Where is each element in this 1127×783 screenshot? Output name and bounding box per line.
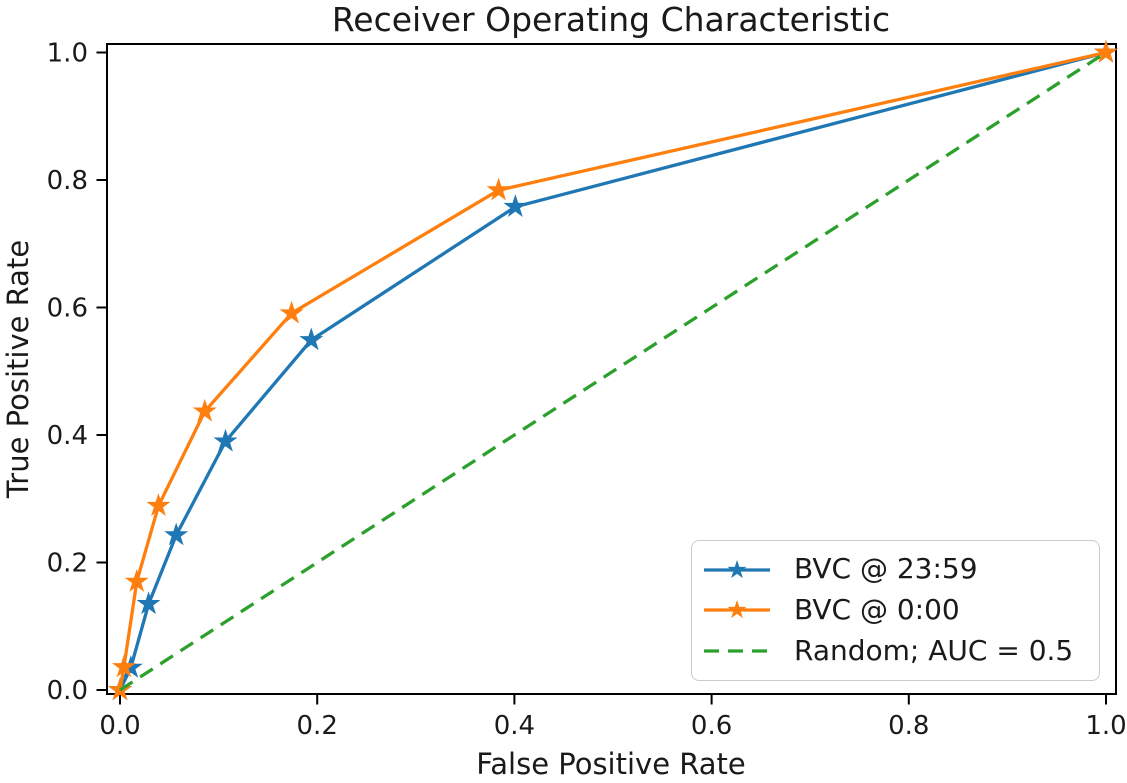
x-tick-label: 0.4 <box>494 711 535 741</box>
legend-sample-star-icon <box>727 559 747 578</box>
data-series-layer <box>108 39 1118 701</box>
legend-line-sample-icon <box>704 600 770 619</box>
x-axis: 0.0 0.2 0.4 0.6 0.8 1.0 <box>99 695 1127 741</box>
y-tick-label: 0.2 <box>47 549 88 579</box>
y-tick-label: 0.4 <box>47 421 88 451</box>
x-axis-label: False Positive Rate <box>476 747 746 781</box>
legend-label: Random; AUC = 0.5 <box>794 634 1074 668</box>
legend-label: BVC @ 23:59 <box>794 552 978 586</box>
y-tick-label: 0.8 <box>47 166 88 196</box>
roc-curve-bvc-0-00 <box>118 50 1108 692</box>
legend-item-bvc-2359: BVC @ 23:59 <box>692 552 1099 586</box>
data-point-markers-bvc-0-00 <box>108 39 1118 701</box>
x-tick-label: 1.0 <box>1085 711 1126 741</box>
x-tick-label: 0.8 <box>888 711 929 741</box>
legend: BVC @ 23:59 BVC @ 0:00 Random; AUC = 0.5 <box>691 540 1100 681</box>
chart-title: Receiver Operating Characteristic <box>332 0 890 39</box>
legend-line-sample-icon <box>704 649 770 654</box>
x-tick-label: 0.0 <box>99 711 140 741</box>
legend-sample-star-icon <box>727 600 747 619</box>
legend-line-sample-icon <box>704 559 770 578</box>
x-tick-label: 0.2 <box>297 711 338 741</box>
baseline-random-auc-0-5 <box>119 51 1107 692</box>
legend-label: BVC @ 0:00 <box>794 593 960 627</box>
legend-item-bvc-0000: BVC @ 0:00 <box>692 593 1099 627</box>
y-axis: 0.0 0.2 0.4 0.6 0.8 1.0 <box>47 39 106 706</box>
y-tick-label: 1.0 <box>47 39 88 69</box>
y-axis-label: True Positive Rate <box>1 240 35 499</box>
legend-item-random-baseline: Random; AUC = 0.5 <box>692 634 1099 668</box>
y-tick-label: 0.0 <box>47 676 88 706</box>
roc-curve-bvc-23-59 <box>118 50 1108 692</box>
x-tick-label: 0.6 <box>691 711 732 741</box>
y-tick-label: 0.6 <box>47 294 88 324</box>
